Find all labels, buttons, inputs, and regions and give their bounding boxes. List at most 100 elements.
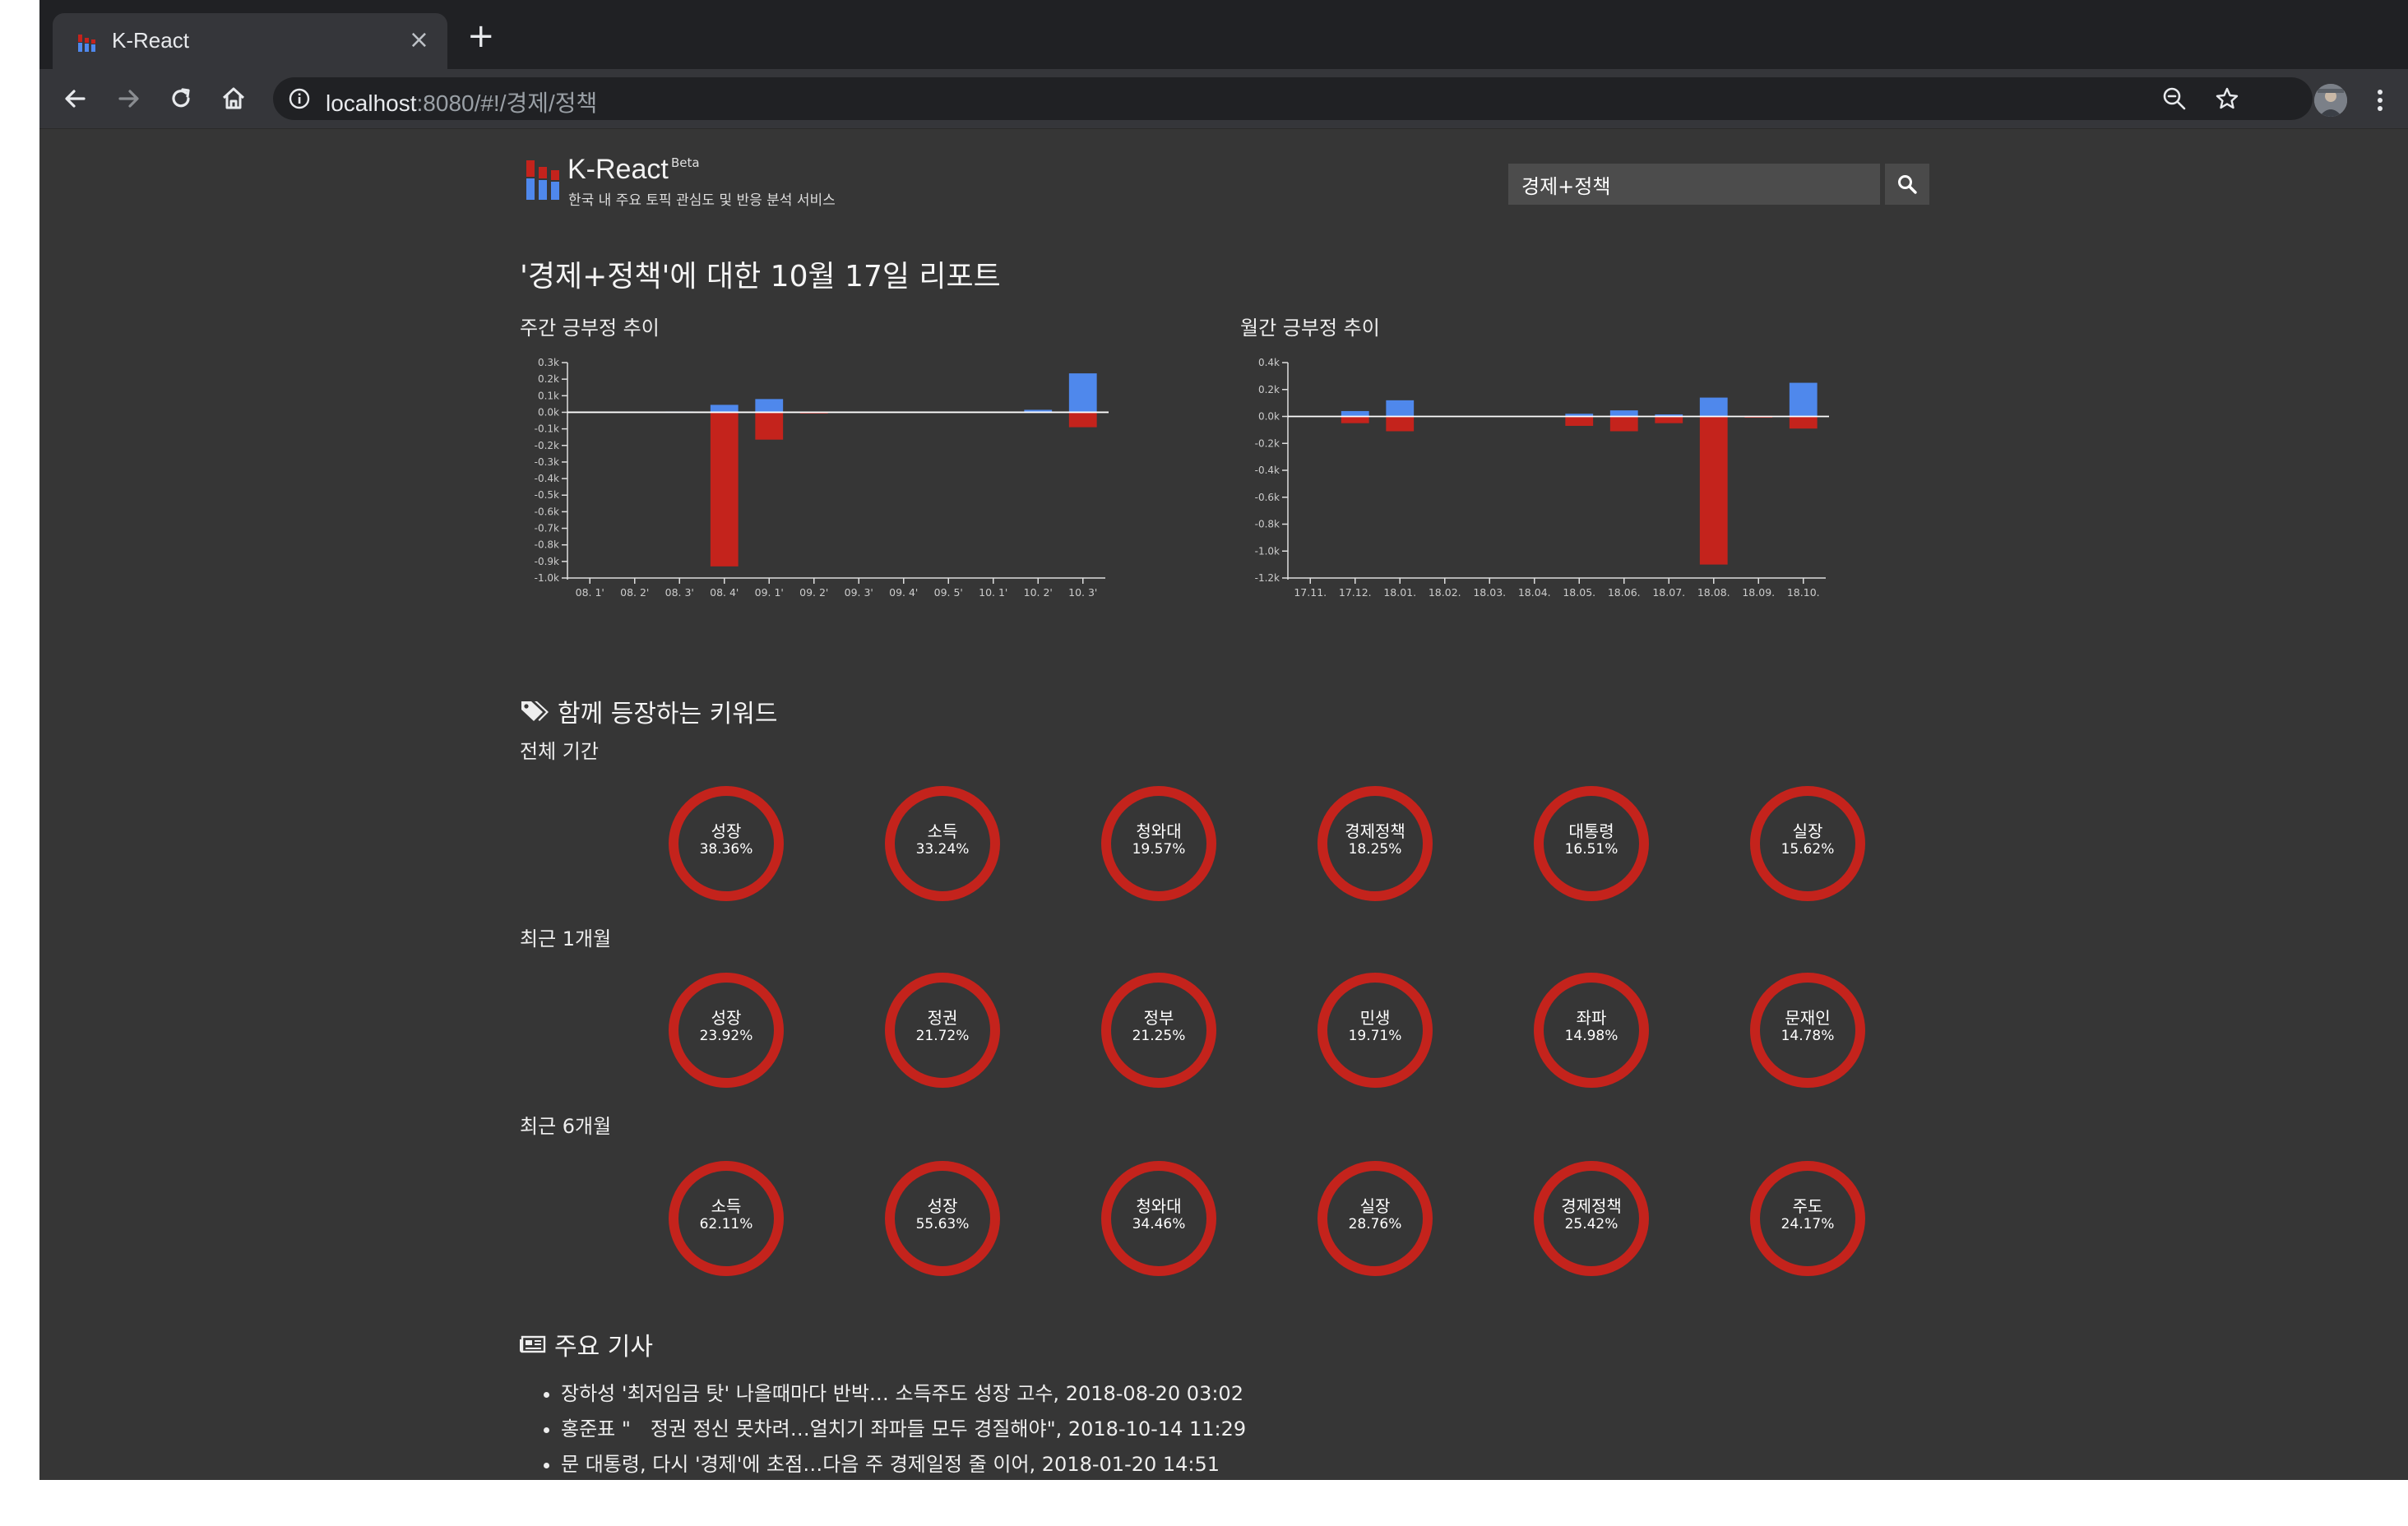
keyword-donut[interactable]: 경제정책 25.42% — [1530, 1157, 1653, 1280]
monthly-bar[interactable] — [1609, 410, 1638, 417]
period-label-1month: 최근 1개월 — [520, 927, 612, 950]
monthly-bar[interactable] — [1655, 416, 1683, 423]
weekly-x-tick-label: 08. 3' — [665, 586, 694, 599]
back-arrow-icon[interactable] — [59, 82, 92, 115]
keyword-donut[interactable]: 주도 24.17% — [1746, 1157, 1869, 1280]
address-bar[interactable]: localhost:8080/#!/경제/정책 — [273, 77, 2313, 120]
monthly-y-tick-label: 0.4k — [1258, 357, 1280, 368]
weekly-bar[interactable] — [710, 412, 739, 566]
weekly-x-tick-label: 10. 1' — [979, 586, 1007, 599]
keyword-donut[interactable]: 소득 33.24% — [881, 782, 1004, 905]
monthly-bar[interactable] — [1386, 416, 1415, 432]
weekly-x-tick-label: 08. 4' — [710, 586, 739, 599]
article-link[interactable]: 문 대통령, 다시 '경제'에 초점…다음 주 경제일정 줄 이어, 2018-… — [561, 1448, 1246, 1480]
keyword-donut[interactable]: 성장 38.36% — [665, 782, 788, 905]
keyword-donut[interactable]: 소득 62.11% — [665, 1157, 788, 1280]
zoom-out-icon[interactable] — [2161, 86, 2188, 112]
weekly-bar[interactable] — [755, 412, 784, 440]
monthly-bar[interactable] — [1341, 416, 1369, 423]
keyword-percent: 34.46% — [1132, 1216, 1186, 1232]
brand-tagline: 한국 내 주요 토픽 관심도 및 반응 분석 서비스 — [568, 192, 836, 209]
keyword-name: 소득 — [711, 1196, 742, 1216]
keyword-donut-chart — [885, 973, 1000, 1088]
articles-section-title: 주요 기사 — [520, 1326, 653, 1362]
monthly-bar[interactable] — [1565, 416, 1594, 426]
search-button[interactable] — [1885, 164, 1929, 205]
info-icon[interactable] — [288, 87, 311, 110]
search-input[interactable] — [1508, 164, 1880, 205]
weekly-y-tick-label: 0.0k — [538, 406, 559, 418]
keyword-percent: 18.25% — [1348, 841, 1402, 858]
article-link[interactable]: 홍준표 " 정권 정신 못차려…얼치기 좌파들 모두 경질해야", 2018-1… — [561, 1413, 1246, 1448]
monthly-bar[interactable] — [1341, 410, 1369, 417]
keyword-donut[interactable]: 민생 19.71% — [1313, 969, 1437, 1092]
weekly-bar[interactable] — [1068, 412, 1097, 428]
weekly-bar[interactable] — [755, 399, 784, 413]
keyword-donut[interactable]: 실장 28.76% — [1313, 1157, 1437, 1280]
article-link[interactable]: 장하성 '최저임금 탓' 나올때마다 반박… 소득주도 성장 고수, 2018-… — [561, 1377, 1246, 1413]
weekly-bar[interactable] — [710, 405, 739, 413]
monthly-bar[interactable] — [1789, 416, 1818, 429]
tab-title: K-React — [112, 28, 189, 53]
bookmark-star-icon[interactable] — [2214, 86, 2240, 112]
keywords-section-title: 함께 등장하는 키워드 — [520, 693, 777, 729]
weekly-y-tick-label: -0.1k — [535, 423, 559, 435]
keyword-name: 성장 — [711, 821, 742, 841]
monthly-bar[interactable] — [1655, 414, 1683, 417]
newspaper-icon — [520, 1335, 546, 1353]
weekly-x-tick-label: 09. 4' — [889, 586, 918, 599]
keyword-donut[interactable]: 성장 23.92% — [665, 969, 788, 1092]
donut-negative-arc — [1750, 786, 1865, 901]
weekly-y-tick-label: -0.2k — [535, 440, 559, 451]
monthly-x-tick-label: 18.02. — [1429, 586, 1461, 599]
monthly-bar[interactable] — [1699, 416, 1728, 565]
keyword-row-6month: 소득 62.11% 성장 55.63% 청와대 34.46% 실장 28.76% 경제정책 25.… — [39, 1157, 2408, 1280]
monthly-x-tick-label: 17.11. — [1294, 586, 1327, 599]
profile-avatar[interactable] — [2314, 84, 2347, 117]
keyword-row-all: 성장 38.36% 소득 33.24% 청와대 19.57% 경제정책 18.25% 대통령 16… — [39, 782, 2408, 905]
tab-close-icon[interactable]: × — [408, 25, 429, 54]
keyword-name: 실장 — [1792, 821, 1823, 841]
keyword-donut-chart — [885, 1161, 1000, 1276]
reload-icon[interactable] — [164, 82, 197, 115]
monthly-y-tick-label: -0.2k — [1255, 437, 1280, 449]
keyword-donut[interactable]: 문재인 14.78% — [1746, 969, 1869, 1092]
keyword-donut[interactable]: 대통령 16.51% — [1530, 782, 1653, 905]
keyword-donut-chart — [669, 973, 784, 1088]
keyword-name: 청와대 — [1136, 1196, 1182, 1216]
url-text[interactable]: localhost:8080/#!/경제/정책 — [326, 86, 597, 118]
keyword-percent: 19.57% — [1132, 841, 1186, 858]
new-tab-button[interactable]: + — [467, 17, 495, 55]
keyword-name: 소득 — [927, 821, 958, 841]
keyword-donut-chart — [1101, 786, 1216, 901]
weekly-sentiment-chart: 0.3k 0.2k 0.1k 0.0k -0.1k -0.2k -0.3k -0.4k -0.5… — [535, 357, 1109, 599]
weekly-bar[interactable] — [1068, 373, 1097, 413]
keyword-percent: 55.63% — [915, 1216, 970, 1232]
keyword-donut[interactable]: 좌파 14.98% — [1530, 969, 1653, 1092]
keyword-donut[interactable]: 청와대 19.57% — [1097, 782, 1220, 905]
browser-tab[interactable]: K-React × — [53, 13, 447, 69]
monthly-bar[interactable] — [1565, 414, 1594, 417]
monthly-bar[interactable] — [1789, 382, 1818, 417]
keyword-donut[interactable]: 실장 15.62% — [1746, 782, 1869, 905]
brand-name[interactable]: K-React — [567, 154, 669, 185]
monthly-x-tick-label: 18.09. — [1742, 586, 1775, 599]
donut-negative-arc — [885, 1161, 1000, 1276]
keyword-donut[interactable]: 경제정책 18.25% — [1313, 782, 1437, 905]
donut-negative-arc — [1534, 973, 1649, 1088]
forward-arrow-icon[interactable] — [112, 82, 145, 115]
monthly-bar[interactable] — [1609, 416, 1638, 432]
monthly-x-tick-label: 18.04. — [1518, 586, 1551, 599]
home-icon[interactable] — [217, 82, 250, 115]
more-menu-icon[interactable] — [2364, 84, 2396, 117]
monthly-bar[interactable] — [1699, 397, 1728, 417]
keyword-donut[interactable]: 성장 55.63% — [881, 1157, 1004, 1280]
keyword-donut[interactable]: 정권 21.72% — [881, 969, 1004, 1092]
keyword-donut[interactable]: 정부 21.25% — [1097, 969, 1220, 1092]
k-react-logo-icon[interactable] — [526, 160, 561, 200]
keyword-donut[interactable]: 청와대 34.46% — [1097, 1157, 1220, 1280]
keyword-name: 청와대 — [1136, 821, 1182, 841]
monthly-bar[interactable] — [1386, 400, 1415, 417]
url-host: localhost — [326, 90, 417, 116]
weekly-bar[interactable] — [1024, 409, 1053, 413]
